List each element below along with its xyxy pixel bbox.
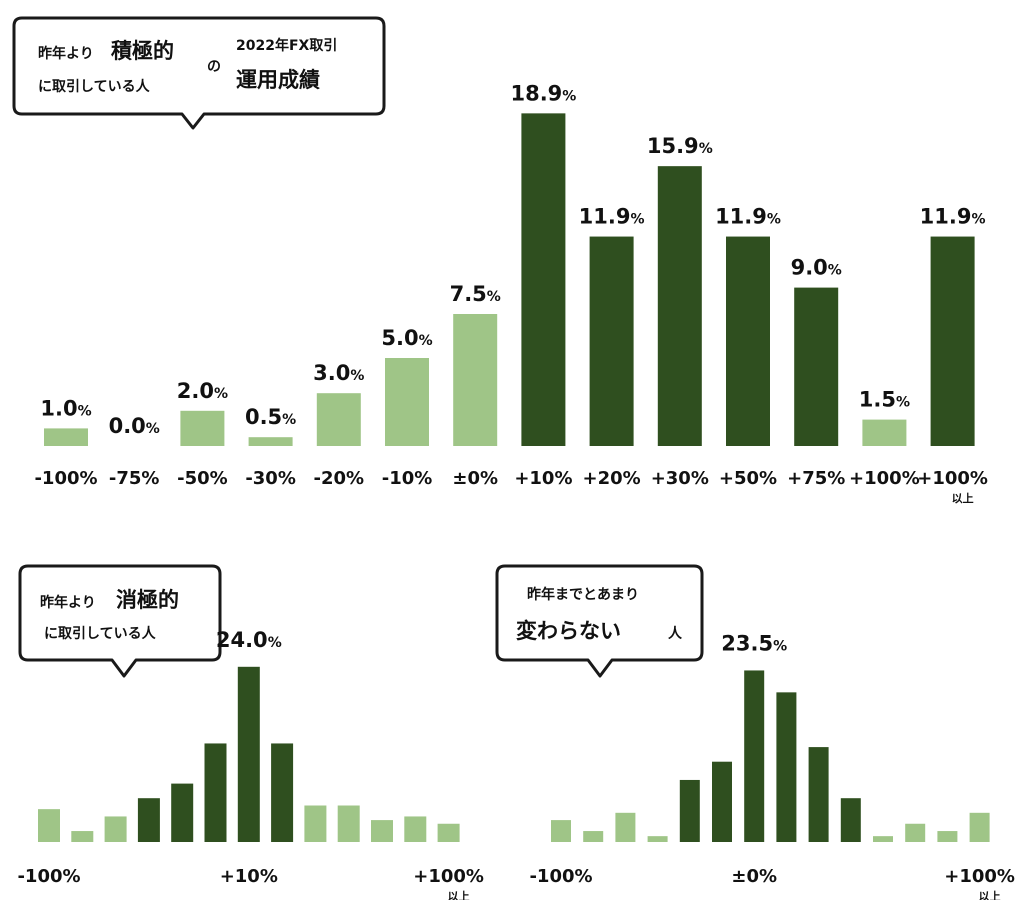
main-tick-label: ±0%: [452, 468, 498, 489]
passive-bubble: 昨年より 消極的 に取引している人: [18, 564, 222, 678]
main-value-label: 2.0%: [177, 379, 228, 403]
main-bar: [248, 437, 293, 446]
chart-passive: 24.0% -100% +10% +100% 以上: [17, 628, 483, 900]
passive-bar: [337, 805, 360, 842]
main-bar: [862, 419, 907, 446]
same-bar: [776, 692, 797, 842]
same-tick-label: ±0%: [731, 866, 777, 887]
same-bar: [615, 812, 636, 842]
same-bar: [905, 823, 926, 842]
same-bubble: 昨年までとあまり 変わらない 人: [495, 564, 704, 678]
same-bubble-line2-b: 人: [668, 625, 683, 642]
same-bar: [583, 831, 604, 842]
same-bubble-line2-a: 変わらない: [516, 619, 621, 643]
main-tick-label: +20%: [583, 468, 641, 489]
same-bar: [647, 836, 668, 842]
main-bar: [44, 428, 88, 446]
passive-bar: [237, 666, 260, 842]
main-bubble-title-small: 2022年FX取引: [236, 37, 337, 54]
same-tick-label: +100%: [944, 866, 1015, 887]
passive-bar: [204, 743, 227, 842]
main-tick-label-sub: 以上: [952, 491, 974, 505]
same-bar: [551, 820, 571, 842]
main-value-label: 15.9%: [647, 134, 713, 158]
main-bar: [657, 166, 702, 446]
main-tick-label: -10%: [382, 468, 433, 489]
main-value-label: 1.0%: [40, 396, 91, 420]
same-bar: [873, 836, 893, 842]
main-tick-label: -20%: [314, 468, 365, 489]
main-tick-label: +100%: [849, 468, 920, 489]
same-bubble-line1: 昨年までとあまり: [527, 586, 639, 603]
passive-bar: [271, 743, 294, 842]
main-tick-label: +10%: [514, 468, 572, 489]
passive-bar: [304, 805, 327, 842]
passive-tick-label: -100%: [17, 866, 80, 887]
passive-tick-label-sub: 以上: [448, 889, 470, 900]
main-tick-label: +100%: [917, 468, 988, 489]
same-bar: [679, 779, 700, 842]
passive-bar: [437, 823, 460, 842]
main-bar: [930, 236, 975, 446]
main-value-label: 11.9%: [920, 205, 986, 229]
main-bubble-line1-b: 積極的: [111, 39, 174, 63]
same-bar: [808, 747, 829, 842]
main-bar: [453, 314, 498, 446]
passive-bubble-line1-b: 消極的: [116, 588, 179, 612]
chart-main: 1.0% -100% 0.0% -75% 2.0% -50% 0.5% -30% 3.0% -20…: [34, 81, 987, 505]
main-value-label: 9.0%: [791, 256, 842, 280]
passive-bar: [104, 816, 127, 842]
main-value-label: 11.9%: [715, 205, 781, 229]
main-tick-label: -50%: [177, 468, 228, 489]
passive-bubble-line1-a: 昨年より: [40, 594, 96, 611]
main-bar: [589, 236, 634, 446]
passive-tick-label: +10%: [220, 866, 278, 887]
passive-tick-label: +100%: [413, 866, 484, 887]
passive-bar: [71, 831, 94, 842]
same-bar: [712, 761, 732, 842]
main-value-label: 0.5%: [245, 405, 296, 429]
main-tick-label: +75%: [787, 468, 845, 489]
main-value-label: 7.5%: [450, 282, 501, 306]
main-bar: [316, 393, 361, 446]
same-bar: [840, 798, 861, 842]
passive-bar: [137, 798, 160, 842]
main-value-label: 3.0%: [313, 361, 364, 385]
passive-peak-label: 24.0%: [216, 628, 282, 652]
passive-bubble-line2: に取引している人: [44, 625, 157, 642]
main-bar: [726, 236, 770, 446]
main-bubble-line1-a: 昨年より: [38, 45, 94, 62]
same-peak-label: 23.5%: [721, 631, 787, 655]
main-value-label: 5.0%: [381, 326, 432, 350]
passive-bar: [371, 820, 393, 842]
main-bubble-no: の: [207, 59, 221, 75]
main-bubble-title-big: 運用成績: [236, 68, 320, 92]
passive-bar: [171, 783, 194, 842]
main-tick-label: -75%: [109, 468, 160, 489]
main-bar: [794, 287, 839, 446]
same-bar: [969, 812, 990, 842]
chart-same: 23.5% -100% ±0% +100% 以上: [529, 631, 1014, 900]
passive-bar: [404, 816, 427, 842]
main-bar: [521, 113, 566, 447]
main-bubble: 昨年より 積極的 に取引している人 の 2022年FX取引 運用成績: [12, 16, 386, 130]
main-bar: [180, 410, 225, 446]
main-value-label: 0.0%: [109, 414, 160, 438]
main-bubble-line2: に取引している人: [38, 78, 151, 95]
passive-bar: [38, 809, 60, 842]
same-tick-label: -100%: [529, 866, 592, 887]
main-value-label: 18.9%: [510, 81, 576, 105]
main-tick-label: +50%: [719, 468, 777, 489]
main-value-label: 11.9%: [579, 205, 645, 229]
main-tick-label: -30%: [245, 468, 296, 489]
same-bar: [937, 831, 958, 842]
main-bar: [385, 358, 429, 446]
main-tick-label: -100%: [34, 468, 97, 489]
main-value-label: 1.5%: [859, 388, 910, 412]
main-tick-label: +30%: [651, 468, 709, 489]
same-bar: [744, 670, 765, 842]
same-tick-label-sub: 以上: [979, 889, 1001, 900]
